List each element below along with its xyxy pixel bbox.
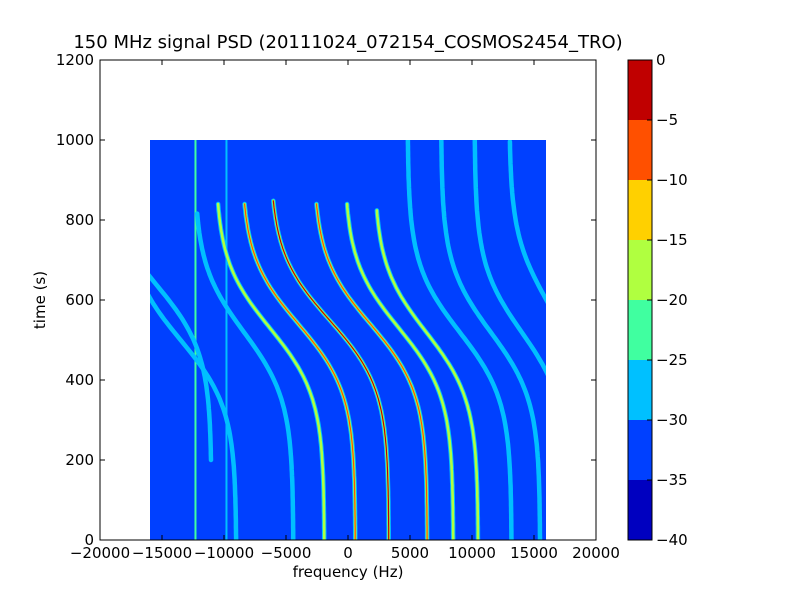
doppler-trace [150, 293, 239, 540]
doppler-trace [374, 208, 481, 540]
trace-halo [472, 140, 546, 377]
trace-mid [375, 209, 480, 540]
y-tick-label: 800 [65, 211, 94, 229]
trace-halo [507, 140, 546, 304]
doppler-trace [472, 140, 546, 377]
trace-core [315, 203, 428, 540]
y-tick-label: 600 [65, 291, 94, 309]
colorbar-band [628, 120, 652, 180]
colorbar-tick-label: 0 [656, 51, 666, 69]
colorbar-band [628, 240, 652, 300]
doppler-trace [271, 198, 391, 540]
colorbar: −40 −35 −30 −25 −20 −15 −10 −5 0 [627, 51, 688, 549]
doppler-trace [215, 201, 327, 540]
y-tick-label: 400 [65, 371, 94, 389]
colorbar-axis: −40 −35 −30 −25 −20 −15 −10 −5 0 [647, 51, 688, 549]
colorbar-band [628, 300, 652, 360]
trace-halo [194, 211, 296, 540]
doppler-trace [439, 140, 543, 540]
colorbar-tick-label: −10 [656, 171, 688, 189]
trace-mid [345, 202, 455, 540]
x-tick-label: 15000 [510, 544, 558, 562]
colorbar-band [628, 180, 652, 240]
y-tick-label: 200 [65, 451, 94, 469]
doppler-trace [194, 211, 296, 540]
plot-area: −20000 −15000 −10000 −5000 0 5000 10000 15000 20… [56, 51, 620, 562]
x-axis: −20000 −15000 −10000 −5000 0 5000 10000 15000 20… [70, 60, 620, 562]
x-tick-label: 0 [343, 544, 353, 562]
colorbar-tick-label: −30 [656, 411, 688, 429]
colorbar-tick-label: −25 [656, 351, 688, 369]
chart-title: 150 MHz signal PSD (20111024_072154_COSM… [73, 32, 622, 53]
x-axis-label: frequency (Hz) [293, 563, 404, 581]
doppler-trace [507, 140, 546, 304]
colorbar-tick-label: −35 [656, 471, 688, 489]
y-axis: 0 200 400 600 800 1000 1200 [56, 51, 596, 549]
x-tick-label: −5000 [261, 544, 312, 562]
doppler-trace [405, 140, 514, 540]
trace-core [272, 200, 390, 540]
doppler-trace [344, 201, 456, 540]
y-tick-label: 1200 [56, 51, 94, 69]
trace-halo [439, 140, 543, 540]
x-tick-label: −10000 [194, 544, 254, 562]
colorbar-tick-label: −15 [656, 231, 688, 249]
y-tick-label: 0 [84, 531, 94, 549]
trace-core [244, 203, 356, 540]
x-tick-label: 10000 [448, 544, 496, 562]
doppler-trace [150, 273, 214, 463]
y-tick-label: 1000 [56, 131, 94, 149]
trace-halo [150, 273, 214, 463]
heatmap [150, 140, 546, 540]
colorbar-tick-label: −40 [656, 531, 688, 549]
doppler-trace [314, 201, 430, 540]
colorbar-tick-label: −5 [656, 111, 678, 129]
trace-mid [216, 202, 326, 540]
y-axis-label: time (s) [31, 271, 49, 329]
x-tick-label: 20000 [572, 544, 620, 562]
colorbar-band [628, 60, 652, 120]
trace-halo [150, 293, 239, 540]
colorbar-band [628, 420, 652, 480]
doppler-trace [242, 201, 358, 540]
colorbar-band [628, 480, 652, 540]
x-tick-label: 5000 [391, 544, 429, 562]
trace-halo [405, 140, 514, 540]
colorbar-bands [628, 60, 652, 540]
x-tick-label: −15000 [132, 544, 192, 562]
x-tick-label: −20000 [70, 544, 130, 562]
colorbar-band [628, 360, 652, 420]
colorbar-tick-label: −20 [656, 291, 688, 309]
